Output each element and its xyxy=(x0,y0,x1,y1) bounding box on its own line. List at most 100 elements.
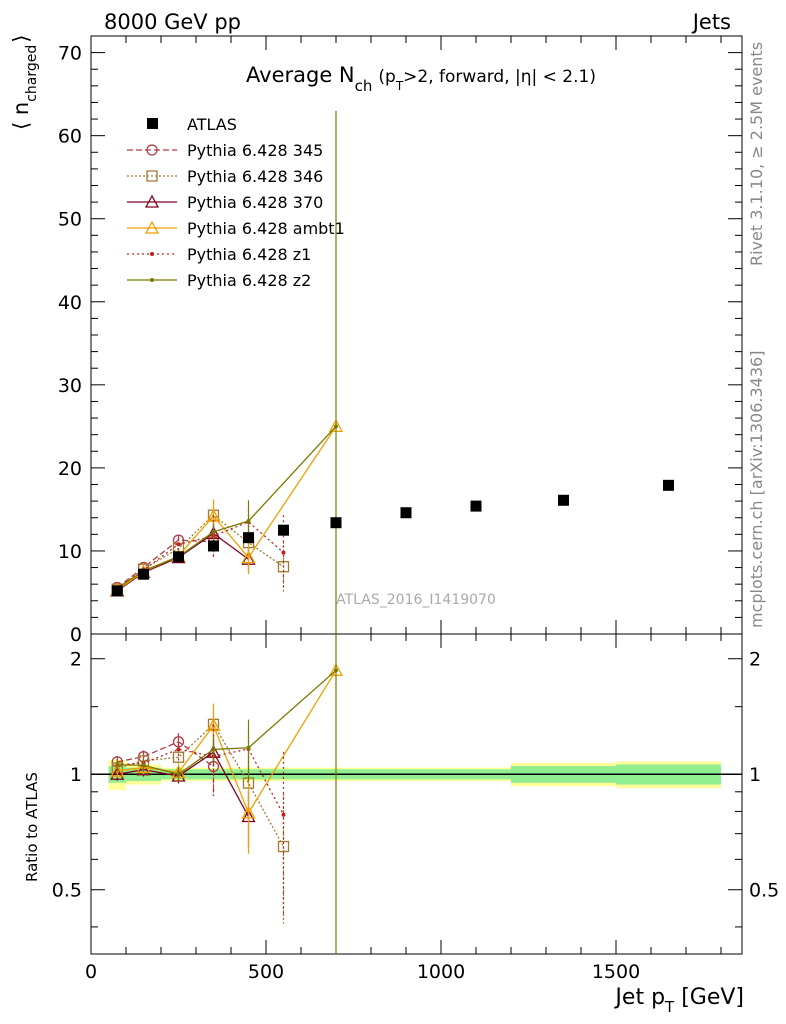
series-point xyxy=(334,424,338,429)
ratio-frame xyxy=(90,633,743,955)
y-tick-label: 0 xyxy=(70,624,82,646)
side-rivet-label: Rivet 3.1.10, ≥ 2.5M events xyxy=(747,42,766,266)
atlas-point xyxy=(111,585,123,597)
watermark: ATLAS_2016_I1419070 xyxy=(336,592,496,608)
atlas-point xyxy=(208,540,219,552)
x-tick-label: 0 xyxy=(85,961,97,983)
series-ratio xyxy=(115,634,338,954)
ratio-point xyxy=(110,766,125,780)
ratio-tick-label: 2 xyxy=(70,649,82,671)
series-point xyxy=(281,550,286,555)
series-point xyxy=(176,542,181,547)
header-right: Jets xyxy=(691,10,731,34)
x-label-unit: [GeV] xyxy=(674,985,744,1010)
series-point xyxy=(211,529,216,534)
x-tick-label: 500 xyxy=(248,961,284,983)
legend-entry: Pythia 6.428 346 xyxy=(127,167,323,186)
ratio-tick-label: 0.5 xyxy=(52,880,82,902)
chart-title: Average Nch (pT>2, forward, |η| < 2.1) xyxy=(246,63,596,95)
x-label-sub: T xyxy=(664,998,675,1016)
title-p3: >2, forward, |η| < 2.1) xyxy=(403,67,596,87)
legend: ATLAS Pythia 6.428 345 Pythia 6.428 346 Pyt… xyxy=(127,115,345,290)
ratio-point xyxy=(172,751,185,763)
series-main xyxy=(111,502,290,595)
atlas-point xyxy=(663,479,674,491)
y-label-close: ⟩ xyxy=(9,35,33,43)
ratio-point xyxy=(176,772,181,777)
legend-entry: Pythia 6.428 z1 xyxy=(127,245,311,264)
legend-entry: Pythia 6.428 z2 xyxy=(127,271,311,290)
legend-entry: Pythia 6.428 370 xyxy=(127,193,323,212)
x-tick-label: 1500 xyxy=(592,961,640,983)
ratio-point xyxy=(110,763,125,777)
ratio-point xyxy=(141,763,146,768)
atlas-point xyxy=(330,517,342,529)
y-tick-label: 10 xyxy=(58,541,82,563)
series-ratio xyxy=(110,662,344,854)
header-left: 8000 GeV pp xyxy=(104,10,241,34)
legend-entry: Pythia 6.428 ambt1 xyxy=(127,219,345,238)
ratio-point xyxy=(136,760,151,774)
ratio-point xyxy=(241,805,256,819)
ratio-point xyxy=(172,736,185,748)
legend-entry: Pythia 6.428 345 xyxy=(127,141,323,160)
ratio-tick-label-right: 1 xyxy=(749,764,761,786)
y-label-sub: charged xyxy=(24,45,40,102)
legend-marker xyxy=(146,170,158,182)
ratio-series-line xyxy=(117,741,214,768)
series-line xyxy=(116,514,284,590)
legend-marker xyxy=(144,220,160,234)
atlas-point xyxy=(400,507,412,519)
y-axis-label: ⟨ ncharged ⟩ xyxy=(9,35,40,130)
main-marks xyxy=(110,110,674,634)
series-ratio xyxy=(111,707,290,924)
ratio-point xyxy=(281,812,286,817)
ratio-point xyxy=(136,762,151,776)
ratio-series-line xyxy=(117,669,337,815)
atlas-point xyxy=(470,500,482,512)
legend-label: ATLAS xyxy=(187,115,237,134)
side-mcplots-label: mcplots.cern.ch [arXiv:1306.3436] xyxy=(747,351,766,628)
ratio-series-line xyxy=(117,748,285,816)
ratio-bands xyxy=(91,759,742,790)
legend-label: Pythia 6.428 370 xyxy=(187,193,323,212)
ratio-point xyxy=(334,668,338,673)
legend-marker xyxy=(147,118,158,129)
y-tick-label: 20 xyxy=(58,458,82,480)
atlas-point xyxy=(278,524,289,536)
ratio-axis-ticks: 0 500 1000 1500 0.5 0.5 1 1 2 2 xyxy=(52,634,779,983)
legend-marker xyxy=(150,252,154,256)
ratio-tick-label-right: 2 xyxy=(749,649,761,671)
atlas-point xyxy=(173,551,184,563)
legend-label: Pythia 6.428 z1 xyxy=(187,245,311,264)
series-point xyxy=(246,519,251,524)
ratio-panel: 0 500 1000 1500 0.5 0.5 1 1 2 2 Ratio to ATLAS xyxy=(23,633,779,983)
main-axis-ticks: 0 10 20 30 40 50 60 70 xyxy=(58,35,742,646)
ratio-point xyxy=(211,747,216,752)
title-p2: T xyxy=(395,79,404,93)
y-tick-label: 50 xyxy=(58,209,82,231)
ratio-point xyxy=(115,762,120,767)
legend-marker xyxy=(146,144,158,156)
atlas-point xyxy=(138,568,149,580)
ratio-point xyxy=(176,747,181,752)
x-tick-label: 1000 xyxy=(417,961,465,983)
y-tick-label: 30 xyxy=(58,375,82,397)
ratio-point xyxy=(246,745,251,750)
series-line xyxy=(116,539,214,589)
ratio-tick-label-right: 0.5 xyxy=(749,880,779,902)
atlas-point xyxy=(558,494,569,506)
series-point xyxy=(241,550,256,564)
y-tick-label: 40 xyxy=(58,292,82,314)
y-tick-label: 70 xyxy=(58,43,82,65)
title-main: Average N xyxy=(246,63,355,87)
ratio-tick-label: 1 xyxy=(70,764,82,786)
legend-label: Pythia 6.428 345 xyxy=(187,141,323,160)
ratio-marks xyxy=(110,634,344,954)
x-axis-label: Jet pT [GeV] xyxy=(613,985,744,1016)
legend-marker xyxy=(150,278,154,282)
legend-label: Pythia 6.428 ambt1 xyxy=(187,219,345,238)
legend-entry: ATLAS xyxy=(147,115,237,134)
series-main xyxy=(115,110,338,634)
atlas-point xyxy=(243,532,254,544)
